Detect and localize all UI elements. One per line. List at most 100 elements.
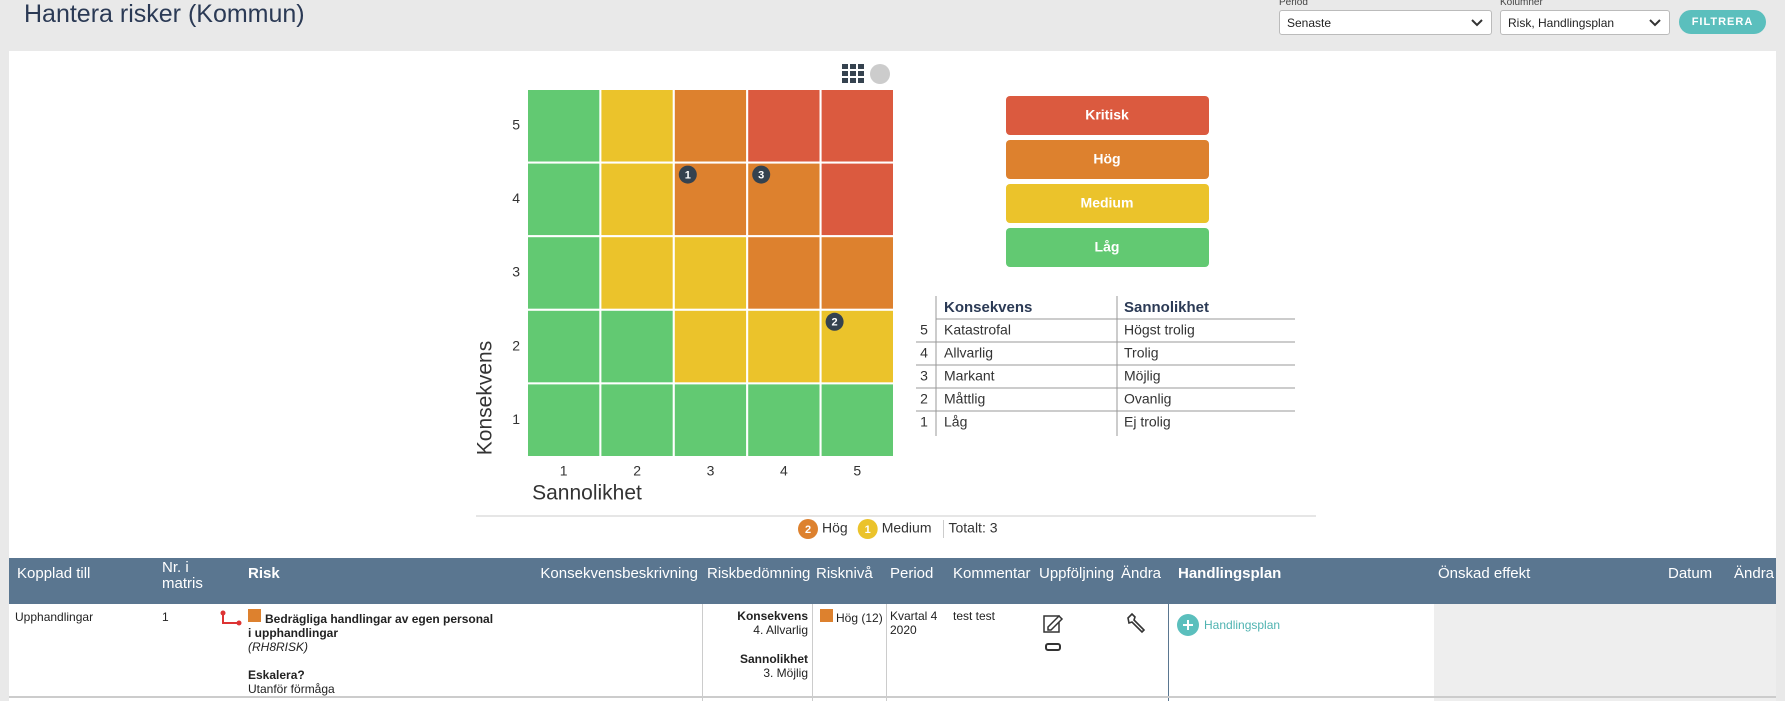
legend-label: Kritisk [1085,107,1129,123]
grid-icon[interactable] [842,64,864,83]
matrix-cell [819,382,895,458]
summary-label: Medium [882,520,932,536]
assess-value: 4. Allvarlig [753,623,808,637]
legend-box [1006,228,1209,267]
chevron [1471,19,1483,27]
risk-marker-label: 1 [685,170,691,182]
scale-konsekvens: Allvarlig [944,345,993,361]
legend-label: Medium [1081,195,1134,211]
matrix-cell [526,382,602,458]
y-tick-label: 5 [512,117,520,133]
chevron [1649,19,1661,27]
cell-text: Upphandlingar [15,610,94,624]
matrix-cell [672,235,749,311]
matrix-cell [526,308,602,385]
comment: test test [953,609,996,623]
scale-level: 1 [920,414,928,430]
action-link[interactable]: Handlingsplan [1204,618,1281,632]
x-tick-label: 3 [707,463,715,479]
column-header: Önskad effekt [1438,565,1531,582]
scale-sannolikhet: Trolig [1124,345,1159,361]
matrix-cell [526,161,602,238]
x-tick-label: 4 [780,463,788,479]
column-header: Ändra [1121,565,1162,582]
summary-total: Totalt: 3 [948,520,997,536]
assess-label: Konsekvens [737,609,808,623]
followup-icon[interactable] [1042,613,1066,657]
column-header: Handlingsplan [1178,565,1282,582]
matrix-cell [819,161,895,238]
column-header: Uppföljning [1039,565,1115,582]
summary-count: 2 [805,524,811,536]
period: Kvartal 4 2020 [890,609,938,637]
level-text: Hög (12) [836,611,883,625]
cell-text: 1 [162,610,169,624]
column-header: Ändra [1734,565,1775,582]
summary-badge [798,519,818,539]
y-tick-label: 2 [512,337,520,353]
column-header: Kopplad till [17,565,91,582]
column-header: Risknivå [816,565,873,582]
y-tick-label: 1 [512,411,520,427]
page-title: Hantera risker (Kommun) [24,0,305,28]
scale-sannolikhet: Möjlig [1124,368,1161,384]
matrix-cell [746,88,822,164]
legend-label: Hög [1093,151,1120,167]
matrix-cell [746,382,822,458]
matrix-cell [599,88,675,164]
scale-level: 2 [920,391,928,407]
legend-box [1006,140,1209,179]
column-header: Period [890,565,934,582]
column-header: Risk [248,565,280,582]
period-select[interactable]: Senaste [1279,10,1492,35]
scale-konsekvens: Katastrofal [944,322,1011,338]
y-tick-label: 4 [512,190,520,206]
scale-sannolikhet: Högst trolig [1124,322,1195,338]
legend-box [1006,184,1209,223]
link-icon[interactable] [220,610,244,630]
select-value: Risk, Handlingsplan [1508,16,1615,30]
level-square [248,609,261,622]
matrix-cell [672,88,749,164]
matrix-cell [526,88,602,164]
filter-button[interactable]: FILTRERA [1679,10,1766,34]
risk-marker-label: 3 [758,170,764,182]
y-tick-label: 3 [512,264,520,280]
summary-count: 1 [865,524,871,536]
columns-select[interactable]: Risk, Handlingsplan [1500,10,1670,35]
row-border [9,696,1776,698]
level-square [820,609,833,622]
x-tick-label: 1 [560,463,568,479]
risk-marker [825,312,844,331]
risk-marker [678,165,697,184]
matrix-cell [599,235,675,311]
risk-title[interactable]: Bedrägliga handlingar av egen personal i… [248,612,494,640]
risk-marker-label: 2 [832,317,838,329]
matrix-cell [819,308,895,385]
scale-konsekvens: Måttlig [944,391,985,407]
assess-label: Sannolikhet [739,652,808,666]
toggle-icon[interactable] [870,64,890,84]
column-header: Konsekvensbeskrivning [540,565,698,582]
scale-sannolikhet: Ovanlig [1124,391,1171,407]
y-axis-label: Konsekvens [474,341,497,455]
matrix-cell [599,308,675,385]
matrix-cell [672,382,749,458]
column-header: Datum [1668,565,1713,582]
column-header: Nr. i matris [162,559,203,592]
assess-value: 3. Möjlig [763,666,808,680]
risk-code: (RH8RISK) [248,640,309,654]
summary-label: Hög [822,520,848,536]
matrix-cell [819,235,895,311]
legend-box [1006,96,1209,135]
filter-label: Kolumner [1500,0,1543,8]
scale-header: Sannolikhet [1124,299,1209,316]
x-axis-label: Sannolikhet [532,482,642,505]
edit-icon[interactable] [1124,612,1148,636]
matrix-cell [819,88,895,164]
scale-level: 4 [920,345,928,361]
escalate-value: Utanför förmåga [248,682,335,696]
escalate-label: Eskalera? [248,668,305,682]
add-icon[interactable] [1176,613,1200,637]
